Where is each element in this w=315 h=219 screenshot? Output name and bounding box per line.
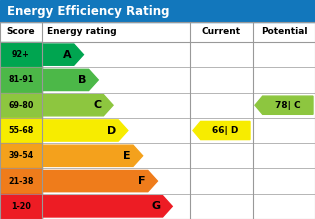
Text: 69-80: 69-80 [8, 101, 34, 110]
Polygon shape [42, 69, 98, 90]
Bar [0, 22, 315, 219]
Text: Energy Efficiency Rating: Energy Efficiency Rating [7, 5, 169, 18]
Text: 92+: 92+ [12, 50, 30, 59]
Bar [0, 93, 42, 118]
Text: Score: Score [7, 28, 35, 37]
Polygon shape [193, 121, 250, 140]
Polygon shape [42, 95, 113, 116]
Text: 55-68: 55-68 [8, 126, 34, 135]
Bar [0, 194, 42, 219]
Polygon shape [42, 196, 172, 217]
Text: E: E [123, 151, 131, 161]
Text: 81-91: 81-91 [8, 75, 34, 85]
Bar [0, 118, 42, 143]
Text: C: C [93, 100, 101, 110]
Text: D: D [107, 125, 116, 136]
Text: Potential: Potential [261, 28, 307, 37]
Text: 1-20: 1-20 [11, 202, 31, 211]
Text: Current: Current [202, 28, 241, 37]
Bar [0, 42, 42, 67]
Polygon shape [255, 96, 313, 114]
Text: 78| C: 78| C [275, 101, 301, 110]
Bar [0, 143, 42, 168]
Polygon shape [42, 44, 83, 65]
Text: G: G [152, 201, 161, 211]
Text: Energy rating: Energy rating [47, 28, 117, 37]
Bar [0, 67, 42, 93]
Text: 66| D: 66| D [212, 126, 238, 135]
Bar [0, 168, 42, 194]
Polygon shape [42, 120, 128, 141]
Text: B: B [78, 75, 87, 85]
Text: F: F [138, 176, 146, 186]
Polygon shape [42, 170, 158, 192]
Text: 39-54: 39-54 [9, 151, 34, 160]
Polygon shape [42, 145, 143, 166]
Bar [0, 0, 315, 22]
Text: A: A [63, 50, 72, 60]
Text: 21-38: 21-38 [8, 177, 34, 185]
